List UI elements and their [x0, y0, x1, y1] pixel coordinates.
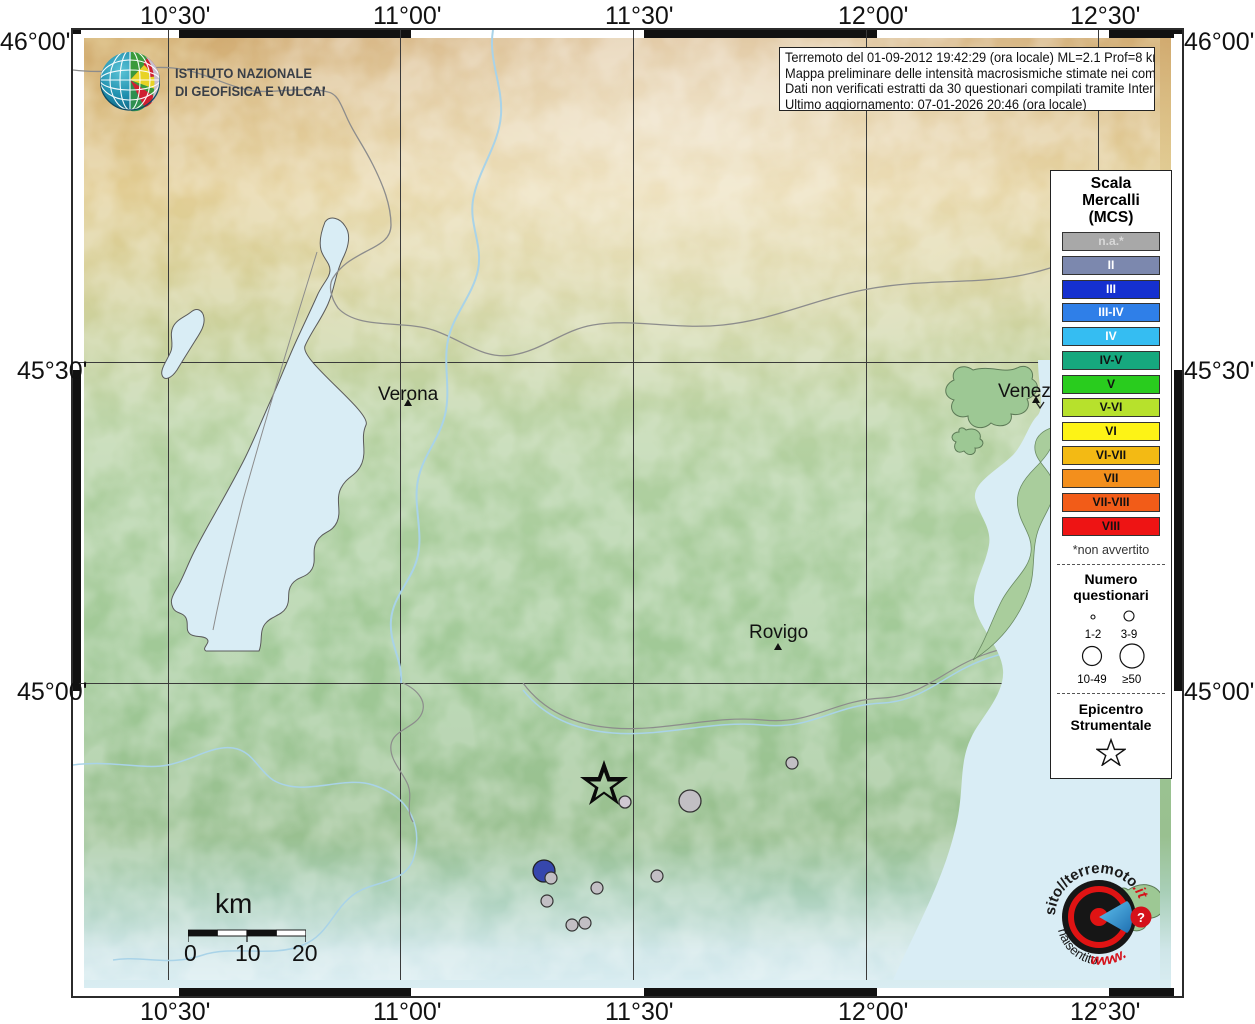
svg-text:?: ? — [1137, 910, 1145, 925]
